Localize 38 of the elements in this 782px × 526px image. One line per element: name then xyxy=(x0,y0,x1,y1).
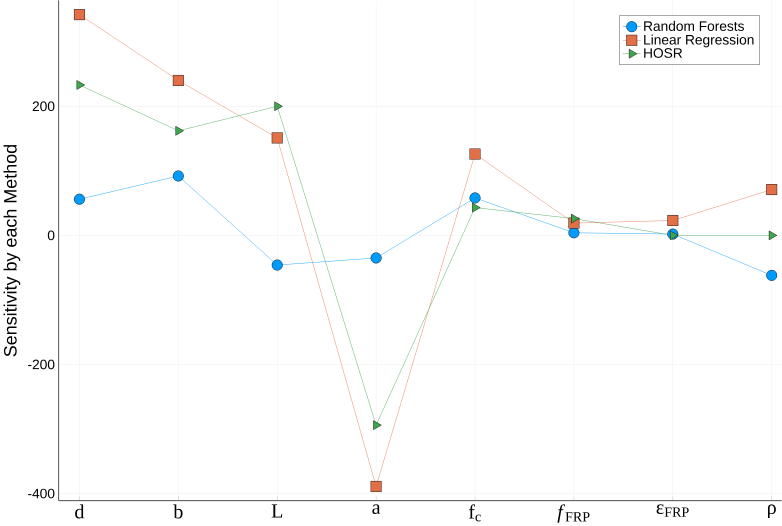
legend-label: Linear Regression xyxy=(644,34,754,48)
y-tick-label: 200 xyxy=(32,101,54,111)
y-tick-label: -200 xyxy=(28,359,54,370)
legend-label: HOSR xyxy=(644,48,682,58)
point xyxy=(768,230,778,240)
point xyxy=(272,259,283,270)
x-tick-label: a xyxy=(372,504,380,514)
legend-label: Random Forests xyxy=(644,20,744,31)
point xyxy=(667,214,678,226)
y-axis-title: Sensitivity by each Method xyxy=(4,144,20,356)
x-tick-label: d xyxy=(75,504,84,518)
point xyxy=(274,101,283,111)
y-tick-label: 0 xyxy=(48,230,54,240)
x-tick-label: L xyxy=(272,504,282,518)
point xyxy=(74,194,85,205)
x-tick-label: f$_{c}$ xyxy=(468,504,481,522)
point xyxy=(470,148,480,160)
point xyxy=(571,214,580,224)
x-tick-label: ε$_{FRP}$ xyxy=(656,504,689,517)
point xyxy=(373,420,382,430)
point xyxy=(766,270,778,281)
point xyxy=(568,227,580,238)
point xyxy=(370,480,382,492)
point xyxy=(470,192,480,204)
point xyxy=(172,170,184,182)
x-tick-label: ρ xyxy=(768,504,776,518)
point xyxy=(766,184,778,195)
point xyxy=(172,74,184,86)
y-tick-label: -400 xyxy=(28,488,54,498)
x-tick-label: f$_{FRP}$ xyxy=(557,504,590,523)
point xyxy=(76,80,85,90)
x-tick-label: b xyxy=(173,504,183,518)
point xyxy=(670,230,678,240)
point xyxy=(74,8,85,20)
point xyxy=(370,252,382,264)
point xyxy=(175,126,184,136)
point xyxy=(272,132,283,144)
point xyxy=(472,202,480,212)
